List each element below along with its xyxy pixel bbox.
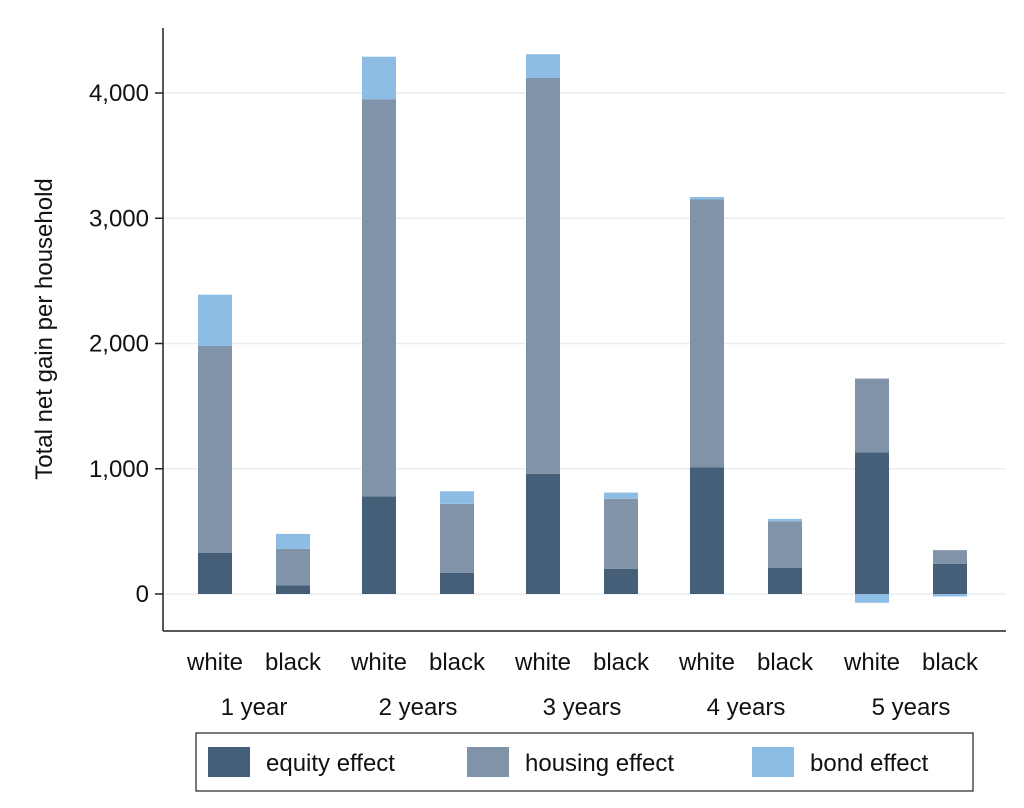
bar-segment-equity	[604, 568, 638, 594]
bar-segment-equity	[768, 567, 802, 594]
x-group-label: 1 year	[221, 694, 288, 721]
bar-segment-equity	[933, 563, 967, 594]
x-group-label: 3 years	[543, 694, 622, 721]
x-bar-label: white	[350, 649, 407, 676]
y-tick-label: 2,000	[89, 331, 149, 358]
x-bar-label: white	[514, 649, 571, 676]
bar-segment-bond	[855, 594, 889, 603]
y-ticks: 0 1,000 2,000 3,000 4,000	[89, 80, 163, 608]
bar-segment-equity	[690, 467, 724, 594]
bar-segment-bond	[690, 196, 724, 200]
bar-segment-bond	[526, 54, 560, 78]
y-tick-label: 1,000	[89, 456, 149, 483]
bar-segment-bond	[276, 533, 310, 549]
y-tick-label: 3,000	[89, 205, 149, 232]
bar-segment-bond	[198, 294, 232, 347]
x-bar-label: black	[922, 649, 979, 676]
bar-segment-housing	[768, 521, 802, 568]
x-group-label: 4 years	[707, 694, 786, 721]
bar-segment-equity	[440, 572, 474, 594]
bar-segment-housing	[933, 550, 967, 564]
legend-label: housing effect	[525, 750, 674, 777]
bar-segment-housing	[362, 99, 396, 497]
x-bar-label: black	[265, 649, 322, 676]
bar-segment-bond	[933, 594, 967, 597]
bar-segment-equity	[362, 496, 396, 594]
y-tick-label: 0	[136, 581, 149, 608]
legend-swatch-equity	[208, 747, 250, 777]
bar-segment-bond	[362, 56, 396, 100]
legend-swatch-bond	[752, 747, 794, 777]
x-bar-label: black	[593, 649, 650, 676]
bar-segment-housing	[198, 346, 232, 553]
axes	[162, 28, 1006, 632]
bar-segment-equity	[526, 473, 560, 594]
bar-segment-housing	[526, 77, 560, 474]
x-bar-label: white	[186, 649, 243, 676]
legend-swatch-housing	[467, 747, 509, 777]
bar-segment-equity	[855, 452, 889, 594]
bar-segment-housing	[690, 199, 724, 468]
legend: equity effect housing effect bond effect	[195, 732, 974, 792]
x-bar-label: black	[429, 649, 486, 676]
bar-segment-equity	[276, 585, 310, 594]
bar-segment-bond	[768, 518, 802, 522]
legend-box	[195, 732, 974, 792]
x-group-label: 2 years	[379, 694, 458, 721]
x-bar-label: white	[678, 649, 735, 676]
bar-segment-housing	[276, 548, 310, 586]
y-axis-label: Total net gain per household	[31, 178, 58, 480]
x-bar-label: white	[843, 649, 900, 676]
bar-segment-housing	[604, 498, 638, 569]
bar-segment-bond	[604, 492, 638, 499]
legend-label: bond effect	[810, 750, 929, 777]
bar-segment-bond	[440, 491, 474, 504]
bar-segment-housing	[440, 503, 474, 573]
x-group-label: 5 years	[872, 694, 951, 721]
bars	[198, 54, 967, 603]
y-tick-label: 4,000	[89, 80, 149, 107]
bar-segment-housing	[855, 378, 889, 453]
bar-segment-equity	[198, 552, 232, 594]
legend-label: equity effect	[266, 750, 395, 777]
x-bar-label: black	[757, 649, 814, 676]
